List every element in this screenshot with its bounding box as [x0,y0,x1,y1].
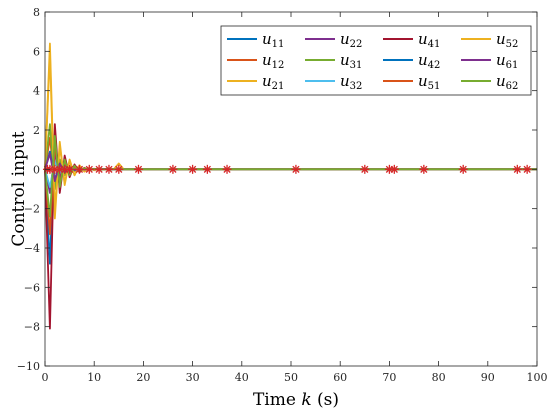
legend-label-u21: u21 [262,72,284,92]
y-tick-label: 0 [33,163,40,176]
event-marker [104,164,114,174]
event-marker [188,164,198,174]
event-marker [133,164,143,174]
marker-stroke [420,165,428,173]
event-marker [168,164,178,174]
marker-stroke [134,165,143,173]
x-tick-label: 100 [527,371,548,384]
event-marker [360,164,370,174]
marker-stroke [169,165,177,173]
legend-label-u61: u61 [496,51,518,71]
marker-stroke [223,165,231,173]
event-marker [522,164,532,174]
legend-label-u51: u51 [418,72,440,92]
x-tick-label: 40 [235,371,249,384]
x-tick-label: 30 [186,371,200,384]
legend-label-u52: u52 [496,30,518,50]
x-tick-label: 90 [481,371,495,384]
marker-stroke [203,165,211,173]
event-marker [94,164,104,174]
event-marker [65,164,75,174]
marker-stroke [75,165,84,173]
event-marker [114,164,124,174]
marker-stroke [513,165,521,173]
event-marker [419,164,429,174]
y-tick-label: 4 [33,85,40,98]
marker-stroke [390,165,398,173]
marker-stroke [361,165,369,173]
y-tick-label: 2 [33,124,40,137]
legend-label-u31: u31 [340,51,362,71]
legend-label-u11: u11 [262,30,284,50]
y-tick-label: −2 [24,203,40,216]
x-tick-label: 70 [382,371,396,384]
y-tick-label: −10 [17,360,40,373]
y-tick-label: −6 [24,281,40,294]
marker-stroke [459,165,467,173]
marker-stroke [523,165,531,173]
legend-label-u41: u41 [418,30,440,50]
y-tick-label: −8 [24,321,40,334]
marker-stroke [85,165,93,173]
y-axis-title: Control input [9,131,29,246]
event-marker [512,164,522,174]
y-tick-label: 6 [33,45,40,58]
marker-stroke [65,165,74,173]
legend-label-u22: u22 [340,30,362,50]
event-marker [458,164,468,174]
axis-ticks: 0 10 20 30 40 50 60 70 80 90 100 −10 −8 −6 −4 −2 0 2 4 6 8 [17,6,548,384]
marker-stroke [292,165,300,173]
x-tick-label: 50 [284,371,298,384]
x-tick-label: 20 [136,371,150,384]
y-tick-label: −4 [24,242,40,255]
marker-stroke [188,165,197,173]
marker-stroke [105,165,113,173]
legend-label-u62: u62 [496,72,518,92]
legend-label-u12: u12 [262,51,284,71]
event-marker [222,164,232,174]
legend-label-u42: u42 [418,51,440,71]
x-tick-label: 10 [87,371,101,384]
x-axis-title: Time k (s) [253,390,339,410]
marker-stroke [115,165,123,173]
x-tick-label: 60 [333,371,347,384]
event-marker [202,164,212,174]
event-marker [74,164,84,174]
event-marker [389,164,399,174]
marker-stroke [95,165,103,173]
event-marker [291,164,301,174]
y-tick-label: 8 [33,6,40,19]
x-tick-label: 0 [42,371,49,384]
x-tick-label: 80 [432,371,446,384]
legend-label-u32: u32 [340,72,362,92]
event-marker [84,164,94,174]
plot-area [42,42,537,330]
